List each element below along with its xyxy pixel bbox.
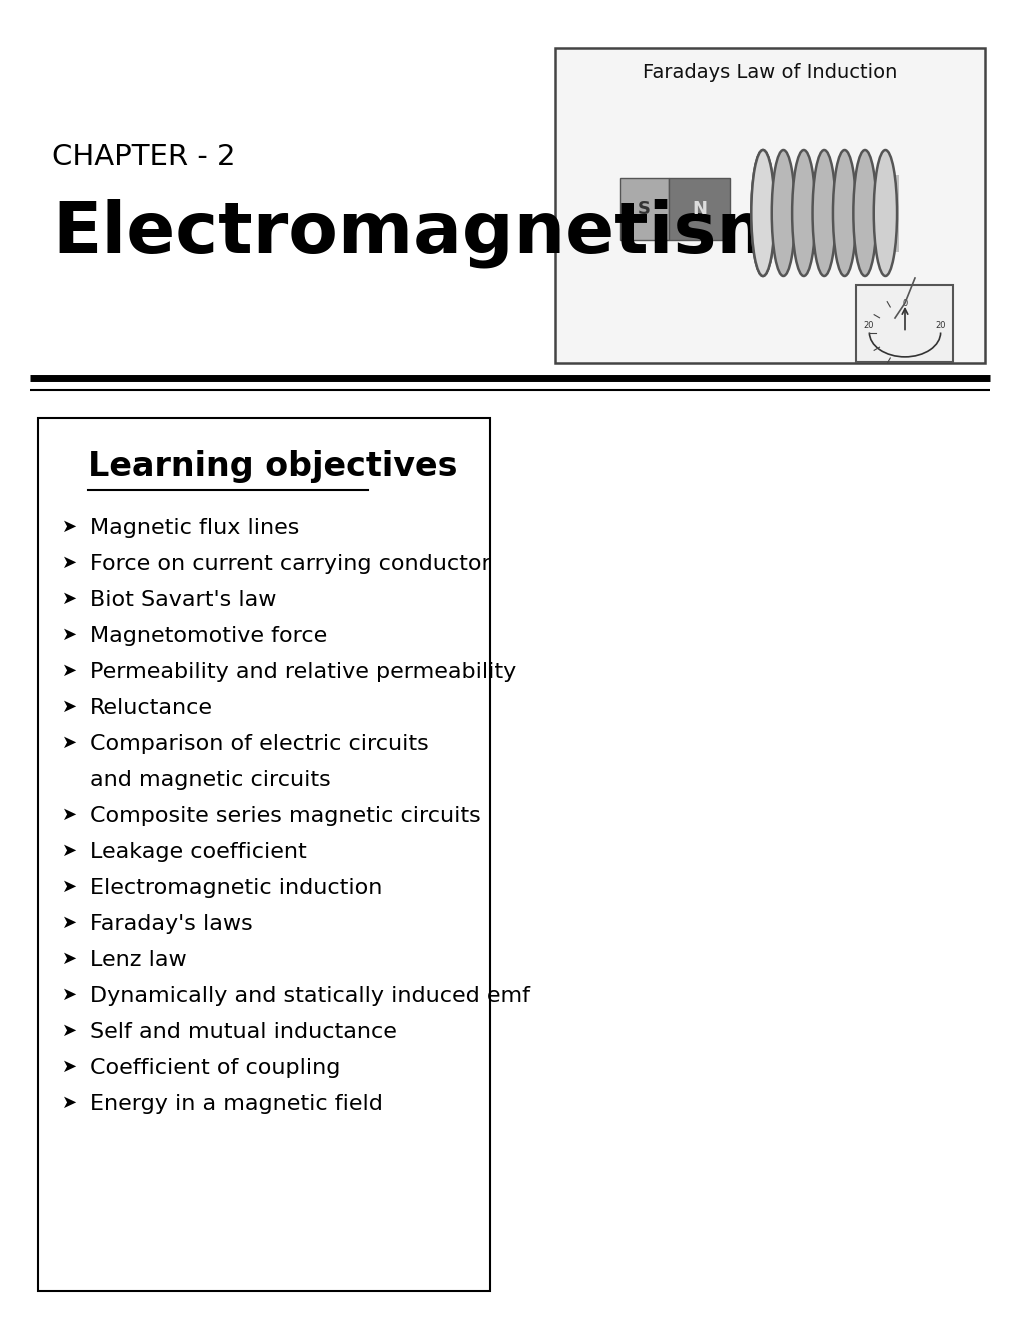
Ellipse shape (751, 151, 773, 276)
Text: N: N (692, 200, 706, 219)
Text: and magnetic circuits: and magnetic circuits (90, 770, 330, 790)
Text: Reluctance: Reluctance (90, 698, 213, 718)
Text: Force on current carrying conductor: Force on current carrying conductor (90, 555, 490, 575)
Text: ➤: ➤ (62, 950, 77, 968)
FancyBboxPatch shape (620, 179, 668, 240)
Text: ➤: ➤ (62, 627, 77, 644)
Text: Magnetic flux lines: Magnetic flux lines (90, 519, 300, 539)
Text: ➤: ➤ (62, 914, 77, 932)
Text: ➤: ➤ (62, 1022, 77, 1040)
Ellipse shape (853, 151, 875, 276)
Text: Self and mutual inductance: Self and mutual inductance (90, 1022, 396, 1042)
Text: ➤: ➤ (62, 842, 77, 860)
Text: Faradays Law of Induction: Faradays Law of Induction (642, 63, 897, 81)
Text: ➤: ➤ (62, 663, 77, 680)
FancyBboxPatch shape (754, 175, 899, 252)
Ellipse shape (771, 151, 794, 276)
Text: Electromagnetic induction: Electromagnetic induction (90, 878, 382, 898)
Text: ➤: ➤ (62, 519, 77, 536)
Text: Electromagnetism: Electromagnetism (52, 199, 791, 268)
Text: ➤: ➤ (62, 1094, 77, 1112)
Text: ➤: ➤ (62, 1058, 77, 1076)
Text: ➤: ➤ (62, 591, 77, 608)
Text: Biot Savart's law: Biot Savart's law (90, 591, 276, 611)
FancyBboxPatch shape (668, 179, 730, 240)
Text: 20: 20 (863, 321, 873, 331)
Text: 0: 0 (902, 299, 907, 308)
Text: Learning objectives: Learning objectives (88, 451, 458, 483)
Text: ➤: ➤ (62, 734, 77, 752)
Ellipse shape (833, 151, 855, 276)
Text: Composite series magnetic circuits: Composite series magnetic circuits (90, 806, 480, 826)
FancyBboxPatch shape (38, 419, 489, 1290)
Text: Lenz law: Lenz law (90, 950, 186, 970)
Text: ➤: ➤ (62, 806, 77, 824)
Text: CHAPTER - 2: CHAPTER - 2 (52, 143, 235, 171)
Ellipse shape (792, 151, 814, 276)
Text: ➤: ➤ (62, 986, 77, 1004)
FancyBboxPatch shape (856, 285, 953, 363)
Text: S: S (638, 200, 650, 219)
Text: Permeability and relative permeability: Permeability and relative permeability (90, 663, 516, 682)
Ellipse shape (873, 151, 896, 276)
Text: Leakage coefficient: Leakage coefficient (90, 842, 307, 862)
Text: Coefficient of coupling: Coefficient of coupling (90, 1058, 340, 1078)
Text: Energy in a magnetic field: Energy in a magnetic field (90, 1094, 382, 1114)
FancyBboxPatch shape (554, 48, 984, 363)
Text: Magnetomotive force: Magnetomotive force (90, 627, 327, 647)
Text: Dynamically and statically induced emf: Dynamically and statically induced emf (90, 986, 530, 1006)
Text: Comparison of electric circuits: Comparison of electric circuits (90, 734, 428, 754)
Text: 20: 20 (935, 321, 946, 331)
Text: ➤: ➤ (62, 878, 77, 896)
Ellipse shape (812, 151, 835, 276)
Text: ➤: ➤ (62, 555, 77, 572)
Text: Faraday's laws: Faraday's laws (90, 914, 253, 934)
Text: ➤: ➤ (62, 698, 77, 716)
Ellipse shape (751, 151, 773, 276)
